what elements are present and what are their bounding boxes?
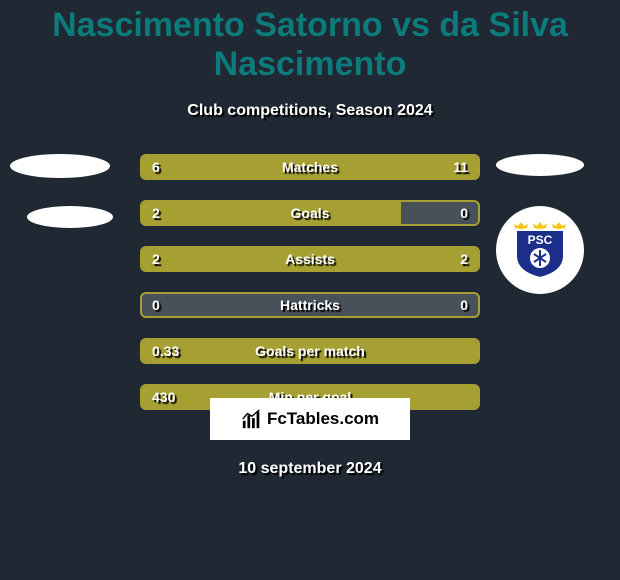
branding-text: FcTables.com [267, 409, 379, 429]
stat-row: 00Hattricks [140, 292, 480, 318]
stat-row: 0.33Goals per match [140, 338, 480, 364]
stat-label: Goals [142, 202, 478, 224]
svg-text:PSC: PSC [528, 233, 553, 247]
page-subtitle: Club competitions, Season 2024 [0, 102, 620, 120]
stat-row: 611Matches [140, 154, 480, 180]
stat-label: Goals per match [142, 340, 478, 362]
stat-row: 20Goals [140, 200, 480, 226]
player-left-photo-placeholder [10, 154, 110, 178]
player-right-photo-placeholder [496, 154, 584, 176]
stat-label: Assists [142, 248, 478, 270]
stat-label: Hattricks [142, 294, 478, 316]
page-title: Nascimento Satorno vs da Silva Nasciment… [0, 0, 620, 84]
branding-banner: FcTables.com [210, 398, 410, 440]
club-crest-icon: PSC [510, 220, 570, 280]
stat-rows: 611Matches 20Goals 22Assists 00Hattricks 0.3… [140, 154, 480, 430]
stat-label: Matches [142, 156, 478, 178]
stat-row: 22Assists [140, 246, 480, 272]
date-text: 10 september 2024 [0, 460, 620, 478]
club-right-badge: PSC [496, 206, 584, 294]
bar-chart-icon [241, 408, 263, 430]
club-left-badge-placeholder [27, 206, 113, 228]
